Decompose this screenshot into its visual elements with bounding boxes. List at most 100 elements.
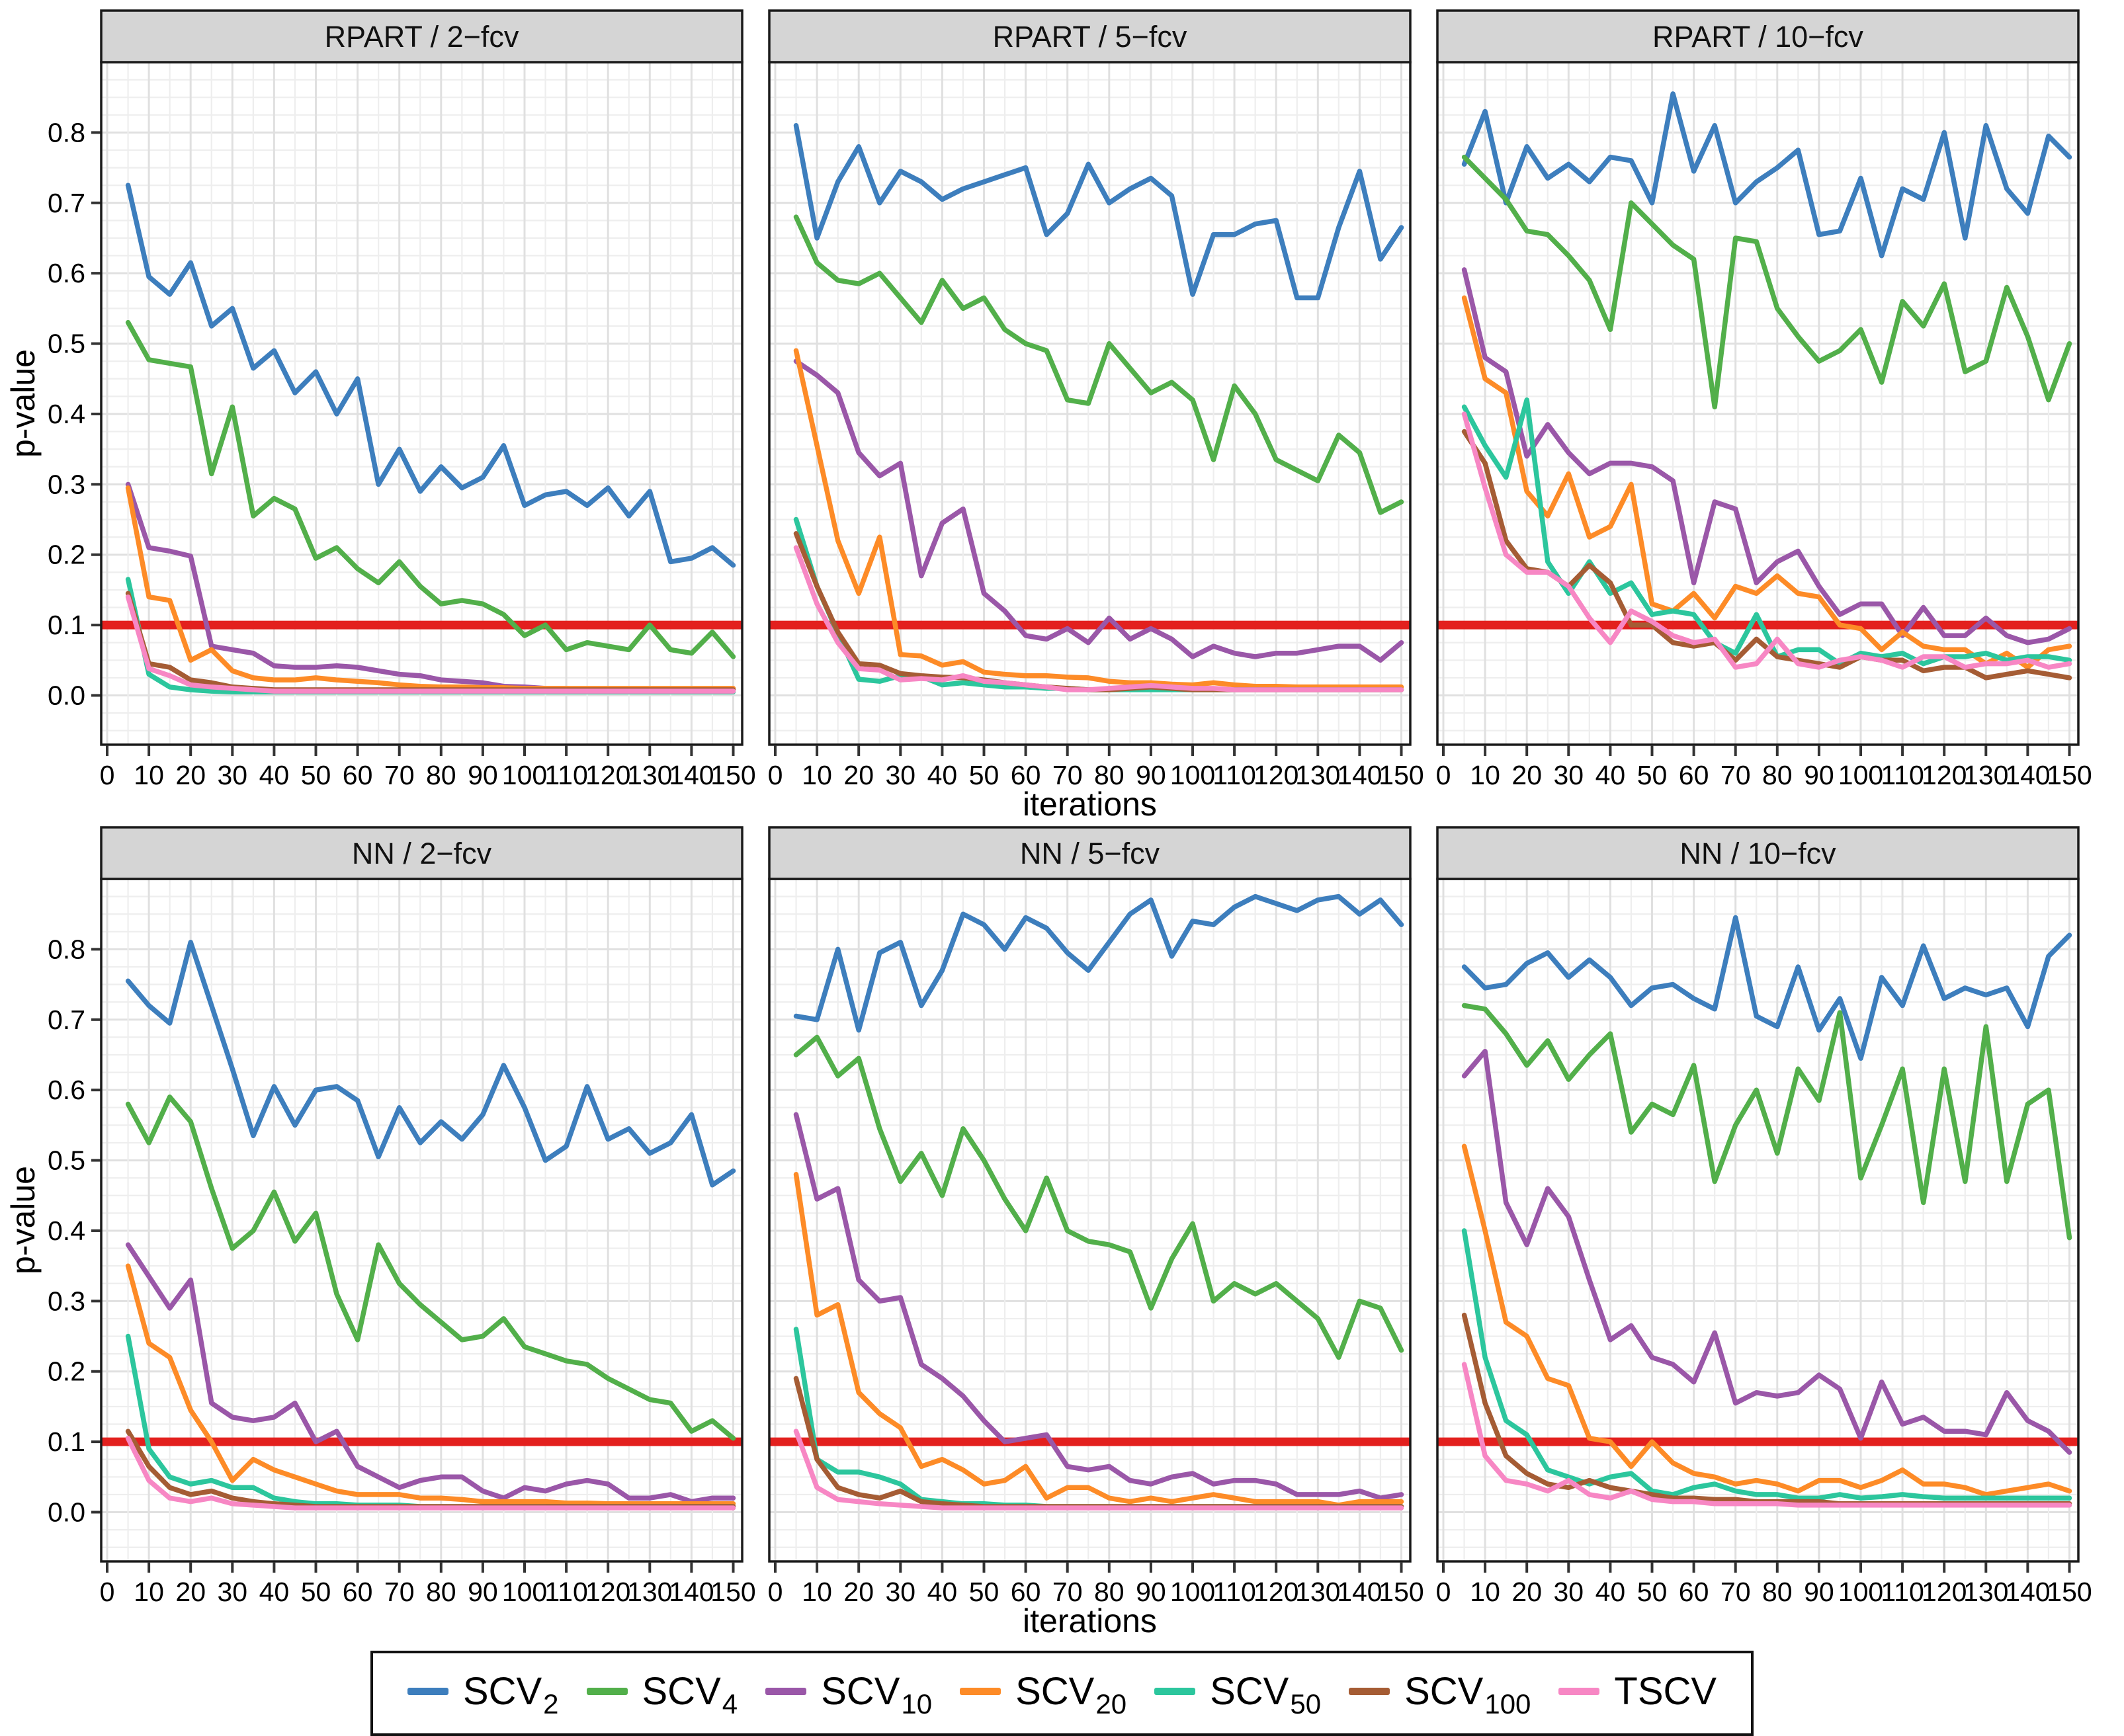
x-tick-label: 120 — [1253, 760, 1298, 788]
x-tick-label: 80 — [1094, 760, 1125, 788]
x-tick-label: 130 — [1295, 1577, 1340, 1604]
legend-key-line-SCV10 — [765, 1688, 807, 1695]
series-line-TSCV — [1461, 411, 2072, 670]
legend-item-TSCV: TSCV — [1558, 1669, 1717, 1714]
x-tick-label: 140 — [2005, 1577, 2050, 1604]
x-tick-label: 40 — [1595, 1577, 1626, 1604]
x-tick-label: 80 — [1762, 1577, 1793, 1604]
series-line-SCV20 — [793, 1172, 1404, 1508]
series-line-SCV10 — [793, 1112, 1404, 1501]
facet-row-nn: p-value 0.0 0.1 0.2 0.3 0.4 0.5 0.6 0.7 0.8 NN / … — [0, 821, 2124, 1637]
x-tick-label: 40 — [1595, 760, 1626, 788]
x-tick-label: 130 — [1963, 760, 2008, 788]
x-axis-title: iterations — [1023, 786, 1157, 823]
legend-item-SCV20: SCV20 — [960, 1669, 1126, 1719]
x-tick-label: 120 — [1922, 1577, 1967, 1604]
x-tick-label: 30 — [885, 760, 915, 788]
x-tick-label: 150 — [2047, 760, 2092, 788]
x-tick-label: 20 — [843, 760, 874, 788]
x-tick-label: 130 — [627, 760, 672, 788]
facet-strip-title: NN / 2−fcv — [352, 837, 492, 870]
y-axis-title: p-value — [5, 1166, 42, 1274]
x-tick-label: 0 — [1436, 1577, 1451, 1604]
series-line-SCV4 — [1461, 1003, 2072, 1241]
legend-item-SCV100: SCV100 — [1349, 1669, 1531, 1719]
panel-RPART / 2−fcv: RPART / 2−fcv 0 10 20 30 40 50 60 70 80 90 10011012… — [100, 9, 756, 788]
facet-strip — [100, 826, 743, 880]
facet-row-rpart: p-value 0.0 0.1 0.2 0.3 0.4 0.5 0.6 0.7 0.8 RPART… — [0, 4, 2124, 821]
x-tick-label: 0 — [1436, 760, 1451, 788]
x-tick-label: 80 — [426, 1577, 456, 1604]
x-tick-label: 110 — [1881, 1577, 1924, 1604]
x-tick-label: 10 — [134, 760, 164, 788]
legend-key-line-SCV4 — [586, 1688, 628, 1695]
x-tick-label: 10 — [802, 1577, 832, 1604]
x-tick-label: 150 — [2047, 1577, 2092, 1604]
x-tick-label: 70 — [384, 760, 415, 788]
legend-item-SCV4: SCV4 — [586, 1669, 738, 1719]
legend-key-line-SCV2 — [407, 1688, 448, 1695]
y-tick-label: 0.0 — [48, 1497, 85, 1528]
y-tick-label: 0.2 — [48, 1356, 85, 1387]
facet-strip-title: RPART / 10−fcv — [1652, 20, 1863, 54]
series-line-SCV4 — [125, 319, 736, 659]
y-tick-label: 0.7 — [48, 1005, 85, 1035]
series-line-SCV2 — [1461, 915, 2072, 1061]
x-tick-label: 50 — [1637, 760, 1668, 788]
series-line-SCV50 — [1461, 397, 2072, 667]
series-line-TSCV — [1461, 1362, 2072, 1508]
facet-strip — [1436, 9, 2080, 63]
x-tick-label: 60 — [1679, 1577, 1709, 1604]
x-tick-label: 60 — [1679, 760, 1709, 788]
x-tick-label: 60 — [343, 1577, 373, 1604]
series-line-SCV2 — [793, 123, 1404, 301]
x-tick-label: 30 — [885, 1577, 915, 1604]
series-line-TSCV — [793, 545, 1404, 692]
x-tick-label: 150 — [1379, 1577, 1423, 1604]
legend-key-line-SCV20 — [960, 1688, 1001, 1695]
legend-item-SCV2: SCV2 — [407, 1669, 559, 1719]
x-tick-label: 130 — [627, 1577, 672, 1604]
x-tick-label: 140 — [669, 1577, 714, 1604]
x-tick-label: 10 — [134, 1577, 164, 1604]
facet-strip — [768, 826, 1412, 880]
series-line-SCV2 — [793, 893, 1404, 1033]
x-tick-label: 100 — [1838, 1577, 1883, 1604]
series-line-SCV2 — [1461, 91, 2072, 259]
series-line-SCV2 — [125, 183, 736, 568]
x-tick-label: 140 — [1337, 760, 1382, 788]
x-tick-label: 120 — [585, 760, 630, 788]
x-tick-label: 10 — [1470, 760, 1500, 788]
x-tick-label: 140 — [669, 760, 714, 788]
x-tick-label: 120 — [1922, 760, 1967, 788]
series-line-SCV10 — [793, 358, 1404, 663]
x-tick-label: 40 — [927, 760, 958, 788]
x-tick-label: 60 — [343, 760, 373, 788]
legend-label: SCV10 — [821, 1670, 933, 1719]
facet-strip-title: RPART / 2−fcv — [325, 20, 519, 54]
y-tick-label: 0.4 — [48, 1216, 85, 1246]
facet-strip — [768, 9, 1412, 63]
y-axis-title: p-value — [5, 349, 42, 458]
facet-row-nn-svg: p-value 0.0 0.1 0.2 0.3 0.4 0.5 0.6 0.7 0.8 NN / … — [5, 826, 2092, 1604]
y-tick-label: 0.8 — [48, 117, 85, 147]
series-line-SCV4 — [793, 1034, 1404, 1360]
y-tick-label: 0.1 — [48, 610, 85, 640]
x-tick-label: 50 — [301, 760, 331, 788]
x-tick-label: 60 — [1011, 760, 1041, 788]
x-tick-label: 90 — [1136, 760, 1166, 788]
y-tick-label: 0.5 — [48, 1145, 85, 1176]
y-tick-label: 0.5 — [48, 329, 85, 359]
x-tick-label: 0 — [100, 760, 115, 788]
x-tick-label: 100 — [1170, 1577, 1215, 1604]
legend-label: SCV100 — [1404, 1670, 1531, 1719]
x-tick-label: 80 — [426, 760, 456, 788]
x-tick-label: 70 — [1052, 1577, 1083, 1604]
legend-item-SCV10: SCV10 — [765, 1669, 933, 1719]
facet-strip — [1436, 826, 2080, 880]
x-tick-label: 80 — [1094, 1577, 1125, 1604]
x-tick-label: 150 — [1379, 760, 1423, 788]
x-tick-label: 150 — [710, 760, 755, 788]
x-tick-label: 90 — [468, 760, 498, 788]
